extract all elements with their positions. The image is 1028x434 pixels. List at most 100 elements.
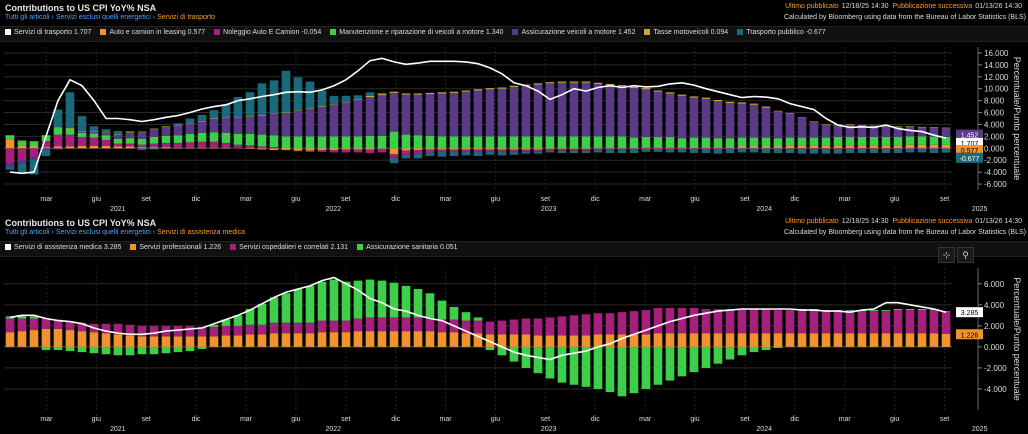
bar-segment (186, 124, 195, 134)
bar-segment (942, 128, 951, 137)
bar-segment (666, 148, 675, 149)
breadcrumb-services-ex-energy[interactable]: Servizi esclusi quelli energetici (56, 229, 151, 236)
bar-segment (486, 322, 495, 335)
bar-segment (282, 136, 291, 148)
bar-segment (318, 321, 327, 333)
legend-item[interactable]: Noleggio Auto E Camion -0.054 (214, 29, 321, 36)
bar-segment (66, 128, 75, 129)
bar-segment (510, 87, 519, 136)
bar-segment (498, 88, 507, 89)
bar-segment (354, 136, 363, 148)
bar-segment (42, 318, 51, 329)
bar-segment (702, 148, 711, 149)
bar-segment (666, 333, 675, 347)
bar-segment (186, 148, 195, 149)
bar-segment (174, 143, 183, 148)
legend-item[interactable]: Servizi professionali 1.226 (130, 244, 221, 251)
bar-segment (54, 135, 63, 147)
zoom-icon[interactable]: ⚲ (957, 247, 974, 263)
bar-segment (834, 137, 843, 145)
bar-segment (918, 127, 927, 128)
bar-segment (618, 85, 627, 86)
bar-segment (186, 134, 195, 142)
bar-segment (318, 106, 327, 107)
bar-segment (918, 148, 927, 149)
bar-segment (54, 110, 63, 128)
bar-segment (6, 148, 15, 163)
bar-segment (114, 135, 123, 136)
crosshair-icon[interactable]: ⊹ (938, 247, 955, 263)
bar-segment (570, 148, 579, 149)
bar-segment (642, 89, 651, 137)
bar-segment (366, 148, 375, 149)
x-year-label: 2024 (756, 206, 772, 212)
legend-item[interactable]: Servizi ospedalieri e correlati 2.131 (230, 244, 348, 251)
bar-segment (750, 105, 759, 138)
bar-segment (834, 148, 843, 149)
legend-item[interactable]: Assicurazione veicoli a motore 1.452 (512, 29, 635, 36)
breadcrumb-all-items[interactable]: Tutti gli articoli (5, 14, 49, 21)
legend-label: Servizi di assistenza medica 3.285 (14, 244, 121, 251)
bar-segment (270, 323, 279, 334)
bar-segment (834, 145, 843, 148)
bar-segment (162, 127, 171, 136)
bar-segment (570, 82, 579, 83)
bar-segment (606, 148, 615, 150)
bar-segment (558, 149, 567, 151)
legend-label: Trasporto pubblico -0.677 (746, 29, 826, 36)
bar-segment (630, 87, 639, 88)
bar-segment (18, 141, 27, 142)
bar-segment (510, 136, 519, 148)
bar-segment (450, 152, 459, 156)
x-tick-label: giu (690, 416, 699, 423)
bar-segment (330, 104, 339, 105)
bar-segment (414, 95, 423, 136)
bar-segment (306, 109, 315, 136)
bar-segment (426, 93, 435, 94)
bar-segment (222, 118, 231, 133)
bar-segment (846, 148, 855, 149)
bar-segment (510, 334, 519, 347)
breadcrumb-services-ex-energy[interactable]: Servizi esclusi quelli energetici (56, 14, 151, 21)
breadcrumb-medical-care-services[interactable]: Servizi di assistenza medica (157, 229, 245, 236)
bar-segment (522, 149, 531, 151)
bar-segment (342, 282, 351, 321)
bar-segment (282, 113, 291, 136)
bar-segment (426, 331, 435, 347)
legend-item[interactable]: Servizi di trasporto 1.707 (5, 29, 91, 36)
bar-segment (54, 127, 63, 128)
legend-item[interactable]: Assicurazione sanitaria 0.051 (357, 244, 457, 251)
bar-segment (798, 148, 807, 149)
bar-segment (726, 147, 735, 148)
bar-segment (702, 347, 711, 368)
bar-segment (102, 140, 111, 146)
bar-segment (402, 148, 411, 150)
bar-segment (234, 117, 243, 118)
legend-swatch (5, 29, 11, 35)
x-tick-label: mar (440, 196, 453, 203)
breadcrumb-transport-services[interactable]: Servizi di trasporto (157, 14, 215, 21)
bar-segment (894, 137, 903, 145)
bar-segment (678, 308, 687, 333)
x-tick-label: giu (92, 196, 101, 203)
legend-item[interactable]: Trasporto pubblico -0.677 (737, 29, 826, 36)
bar-segment (570, 136, 579, 148)
legend-item[interactable]: Auto e camion in leasing 0.577 (100, 29, 205, 36)
breadcrumb-all-items[interactable]: Tutti gli articoli (5, 229, 49, 236)
bar-segment (906, 149, 915, 153)
bar-segment (738, 102, 747, 103)
bar-segment (294, 323, 303, 334)
bar-segment (498, 136, 507, 148)
legend-item[interactable]: Tasse motoveicoli 0.094 (644, 29, 728, 36)
legend-item[interactable]: Manutenzione e riparazione di veicoli a … (330, 29, 503, 36)
bar-segment (162, 147, 171, 148)
bar-segment (294, 289, 303, 323)
y-tick-label: 4.000 (984, 120, 1005, 129)
bar-segment (702, 98, 711, 99)
bar-segment (786, 149, 795, 153)
bar-segment (894, 309, 903, 310)
panel-header: Contributions to US CPI YoY% NSA Tutti g… (0, 215, 1028, 239)
legend-item[interactable]: Servizi di assistenza medica 3.285 (5, 244, 121, 251)
y-tick-label: -2.000 (984, 364, 1007, 373)
legend-swatch (512, 29, 518, 35)
